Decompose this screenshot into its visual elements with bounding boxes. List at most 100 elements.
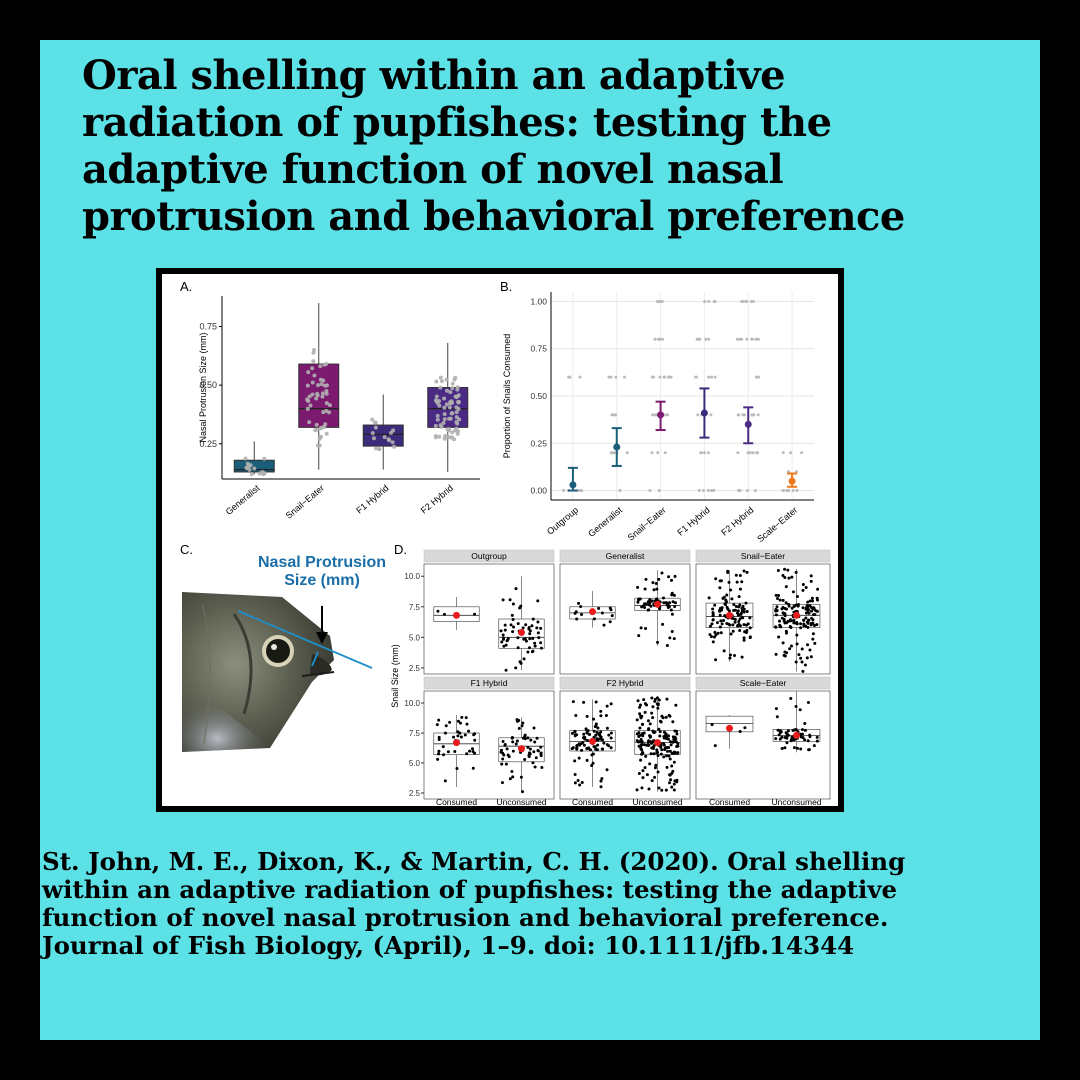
d-point: [675, 732, 679, 736]
b-point: [741, 299, 745, 303]
panel-d-plot: Snail Size (mm) Outgroup 2.5 5.0 7.5 10.0 Gene…: [390, 549, 831, 806]
d-point: [661, 596, 665, 600]
d-point: [638, 703, 642, 707]
d-point: [599, 709, 603, 713]
d-point: [523, 637, 527, 641]
d-point: [657, 786, 661, 790]
b-point: [735, 337, 739, 341]
d-point: [668, 773, 672, 777]
d-facet-strip: [559, 676, 691, 690]
d-mean-point: [589, 608, 596, 616]
d-point: [571, 700, 575, 704]
d-point: [803, 722, 807, 726]
d-point: [585, 714, 589, 718]
d-point: [778, 619, 782, 623]
d-point: [656, 754, 660, 758]
a-point: [319, 434, 324, 439]
d-point: [528, 637, 532, 641]
d-point: [502, 644, 506, 648]
d-point: [795, 746, 799, 750]
d-point: [745, 570, 749, 574]
d-y-tick-label: 5.0: [409, 759, 421, 768]
d-point: [792, 618, 796, 622]
d-mean-point: [453, 739, 460, 747]
d-box: [705, 715, 754, 733]
a-box: [362, 424, 404, 447]
d-point: [714, 633, 718, 637]
d-point: [781, 641, 785, 645]
d-point: [780, 747, 784, 751]
a-y-tick-label: 0.50: [199, 380, 217, 390]
d-point: [799, 622, 803, 626]
d-point: [638, 726, 642, 730]
d-point: [643, 766, 647, 770]
b-mean-point: [657, 411, 665, 419]
d-point: [790, 575, 794, 579]
d-point: [670, 612, 674, 616]
d-point: [806, 700, 810, 704]
d-point: [437, 752, 441, 756]
d-point: [473, 612, 477, 616]
d-point: [663, 746, 667, 750]
d-point: [529, 738, 533, 742]
d-point: [656, 706, 660, 710]
d-point: [799, 656, 803, 660]
d-point: [511, 740, 515, 744]
d-point: [668, 757, 672, 761]
d-point: [526, 650, 530, 654]
d-point: [806, 643, 810, 647]
d-point: [726, 607, 730, 611]
d-facet-strip: [423, 549, 555, 563]
d-point: [668, 714, 672, 718]
d-point: [810, 596, 814, 600]
d-point: [774, 625, 778, 629]
d-point: [575, 617, 579, 621]
b-point: [663, 375, 667, 379]
d-point: [783, 746, 787, 750]
b-point: [612, 413, 616, 417]
d-point: [510, 736, 514, 740]
d-point: [647, 602, 651, 606]
d-point: [640, 743, 644, 747]
panel-c: C. Nasal Protrusion Size (mm): [180, 542, 386, 752]
d-point: [577, 756, 581, 760]
b-point: [781, 451, 785, 455]
d-point: [539, 745, 543, 749]
d-point: [518, 660, 522, 664]
d-point: [713, 744, 717, 748]
d-point: [437, 737, 441, 741]
d-point: [528, 632, 532, 636]
d-point: [443, 731, 447, 735]
d-point: [640, 605, 644, 609]
d-mean-point: [589, 737, 596, 745]
d-point: [640, 786, 644, 790]
d-point: [637, 634, 641, 638]
d-mean-point: [726, 724, 733, 732]
b-point: [786, 489, 790, 493]
d-point: [519, 775, 523, 779]
d-point: [587, 732, 591, 736]
b-point: [697, 489, 701, 493]
d-point: [533, 641, 537, 645]
d-point: [722, 619, 726, 623]
a-point: [310, 392, 315, 397]
d-point: [444, 724, 448, 728]
d-point: [456, 734, 460, 738]
b-point: [712, 299, 716, 303]
d-point: [655, 696, 659, 700]
d-point: [436, 757, 440, 761]
d-point: [523, 758, 527, 762]
d-point: [673, 750, 677, 754]
b-point: [781, 489, 785, 493]
d-point: [811, 637, 815, 641]
a-point: [442, 436, 447, 441]
d-point: [730, 597, 734, 601]
d-point: [639, 758, 643, 762]
d-point: [723, 602, 727, 606]
d-point: [505, 747, 509, 751]
d-point: [809, 574, 813, 578]
d-point: [573, 611, 577, 615]
d-point: [522, 657, 526, 661]
b-point: [694, 375, 698, 379]
d-point: [789, 738, 793, 742]
